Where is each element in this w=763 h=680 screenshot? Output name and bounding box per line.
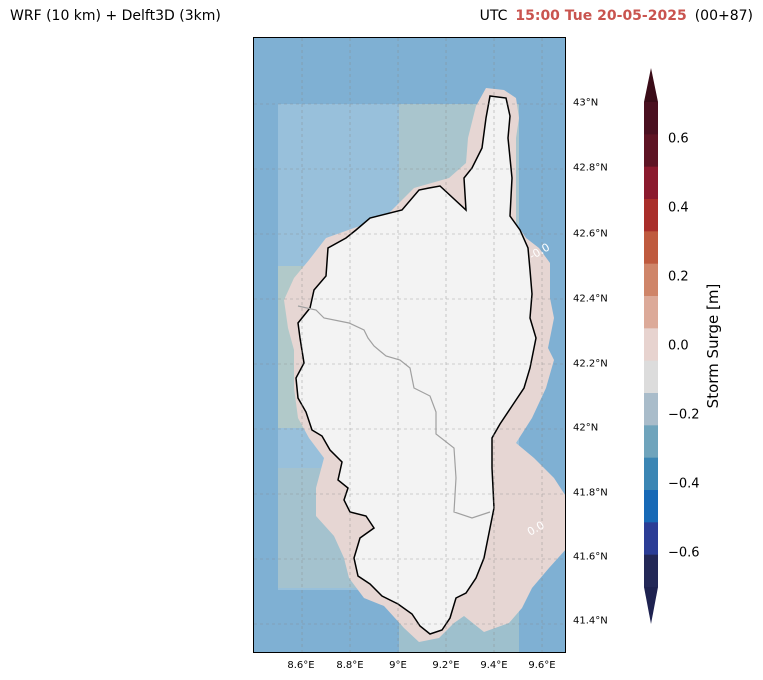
colorbar-tick-label: 0.4 [668,200,689,216]
lat-label: 42.6°N [573,228,608,240]
chart-title-right: UTC 15:00 Tue 20-05-2025 (00+87) [480,8,753,24]
colorbar-segment [644,360,658,394]
colorbar-segment [644,393,658,426]
graticule [254,38,565,652]
lon-label: 8.8°E [336,660,364,671]
lon-label: 9°E [389,660,407,671]
colorbar-tick-label: −0.4 [668,476,700,492]
colorbar-tick-label: 0.6 [668,131,689,147]
colorbar-tick-label: −0.6 [668,545,700,561]
colorbar-segment [644,296,658,329]
colorbar-tick-label: −0.2 [668,407,700,423]
colorbar-segment [644,166,658,200]
lon-label: 9.6°E [528,660,556,671]
map-canvas: -0.0 0.0 [254,38,565,652]
lat-label: 41.6°N [573,551,608,563]
utc-label: UTC [479,8,508,24]
colorbar-segment [644,231,658,265]
lon-label: 8.6°E [287,660,315,671]
colorbar [644,68,658,624]
colorbar-segment [644,328,658,362]
forecast-time: 15:00 Tue 20-05-2025 [515,8,687,24]
lat-label: 42.4°N [573,293,608,305]
lat-label: 42°N [573,422,599,434]
colorbar-segment [644,263,658,297]
lon-label: 9.2°E [432,660,460,671]
colorbar-segment [644,522,658,556]
lat-label: 41.4°N [573,615,608,627]
lat-label: 41.8°N [573,487,608,499]
lon-label: 9.4°E [480,660,508,671]
map-panel: -0.0 0.0 [253,37,566,653]
colorbar-extend-top [644,68,658,102]
forecast-hour: (00+87) [694,8,753,24]
colorbar-segment [644,457,658,491]
lat-label: 42.2°N [573,358,608,370]
colorbar-segments [644,102,658,588]
region-boundary [297,305,491,519]
colorbar-segment [644,425,658,459]
corsica-land [295,95,537,635]
lat-label: 42.8°N [573,162,608,174]
colorbar-tick-label: 0.2 [668,269,689,285]
colorbar-segment [644,102,658,135]
colorbar-segment [644,490,658,523]
colorbar-segment [644,554,658,588]
colorbar-segment [644,134,658,168]
lat-label: 43°N [573,97,599,109]
colorbar-segment [644,199,658,232]
colorbar-label: Storm Surge [m] [704,283,722,409]
chart-title-left: WRF (10 km) + Delft3D (3km) [10,8,221,24]
colorbar-extend-bottom [644,587,658,624]
colorbar-tick-label: 0.0 [668,338,689,354]
